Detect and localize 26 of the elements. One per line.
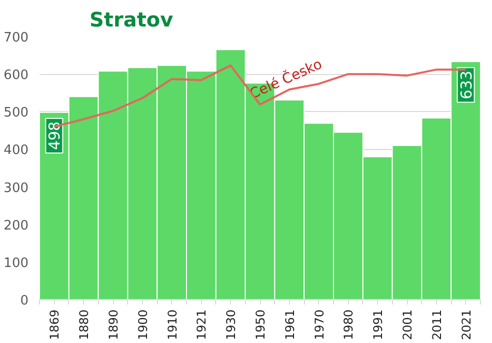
y-tick-label: 0 <box>20 294 29 308</box>
y-tick-label: 400 <box>4 143 29 158</box>
x-tick-label: 1869 <box>48 309 62 340</box>
y-tick-label: 300 <box>4 180 29 196</box>
x-tick-label: 1970 <box>312 309 326 340</box>
x-tick-label: 2001 <box>400 309 414 340</box>
data-label: 633 <box>457 70 476 100</box>
x-tick-label: 1910 <box>165 309 180 340</box>
y-tick-label: 100 <box>4 256 29 271</box>
x-tick-label: 1900 <box>136 309 150 340</box>
data-label: 498 <box>46 121 64 150</box>
x-tick-label: 1921 <box>194 309 209 340</box>
x-tick-label: 1880 <box>77 309 92 340</box>
x-tick-label: 1950 <box>254 309 268 340</box>
x-tick-label: 2011 <box>430 309 444 340</box>
x-tick-label: 1961 <box>282 309 297 340</box>
x-tick-label: 1930 <box>224 309 238 340</box>
x-tick-label: 2021 <box>459 309 474 340</box>
x-tick-label: 1980 <box>342 309 356 340</box>
y-tick-label: 500 <box>4 106 29 121</box>
x-tick-label: 1991 <box>371 309 386 340</box>
y-tick-label: 700 <box>4 30 29 46</box>
x-tick-label: 1890 <box>106 309 120 340</box>
chart-title: Stratov <box>90 8 174 32</box>
y-tick-label: 200 <box>4 218 29 234</box>
y-tick-label: 600 <box>4 68 29 84</box>
